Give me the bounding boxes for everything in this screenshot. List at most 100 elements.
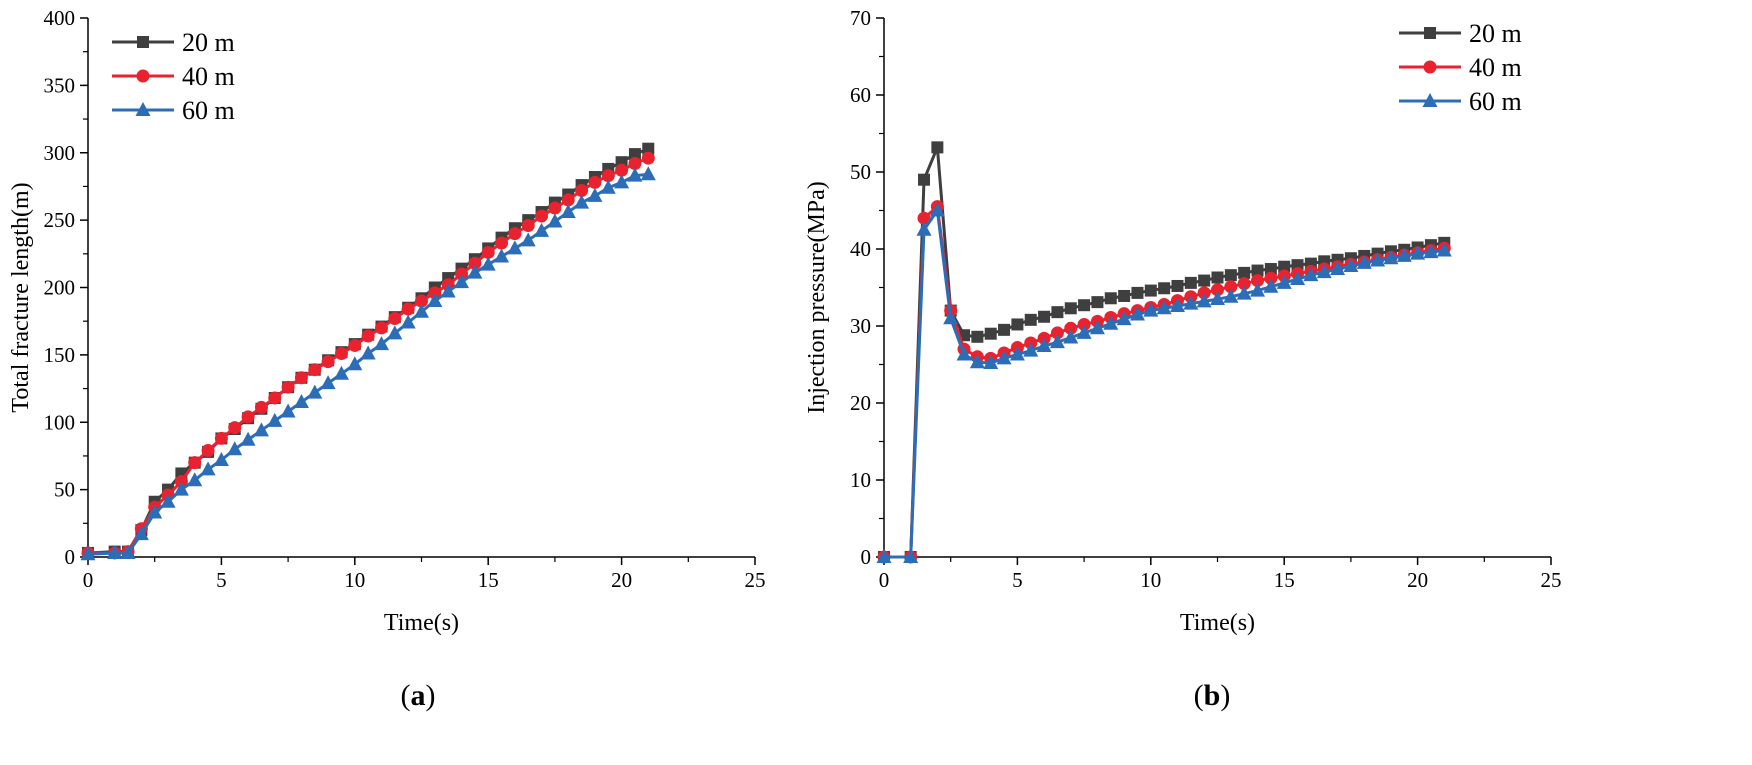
data-point: [307, 384, 323, 399]
data-point: [1238, 266, 1251, 279]
data-point: [1330, 261, 1346, 276]
data-point: [280, 403, 296, 418]
legend-label: 40 m: [182, 62, 235, 91]
data-point: [80, 546, 96, 561]
x-tick-label: 5: [1012, 568, 1023, 592]
data-point: [1303, 267, 1319, 282]
data-point: [918, 173, 931, 186]
data-point: [560, 204, 576, 219]
data-point: [628, 157, 642, 171]
data-point: [1251, 274, 1265, 288]
x-tick-label: 5: [216, 568, 227, 592]
data-point: [1423, 244, 1439, 259]
data-point: [147, 504, 163, 519]
data-point: [998, 323, 1011, 336]
data-point: [1183, 295, 1199, 310]
data-point: [1171, 279, 1184, 292]
data-point: [943, 310, 959, 325]
data-point: [574, 194, 590, 209]
y-tick-label: 350: [44, 73, 76, 97]
data-point: [1049, 334, 1065, 349]
data-point: [1091, 296, 1104, 309]
data-point: [1116, 311, 1132, 326]
x-tick-label: 25: [1541, 568, 1562, 592]
data-point: [1184, 276, 1197, 289]
data-point: [1316, 264, 1332, 279]
data-point: [601, 169, 615, 183]
data-point: [174, 475, 188, 489]
data-point: [240, 431, 256, 446]
data-point: [931, 141, 944, 154]
legend-label: 60 m: [182, 96, 235, 125]
x-tick-label: 10: [1140, 568, 1161, 592]
data-point: [1236, 285, 1252, 300]
data-point: [641, 151, 655, 165]
data-point: [640, 166, 656, 181]
data-point: [1009, 346, 1025, 361]
x-tick-label: 15: [478, 568, 499, 592]
data-point: [494, 248, 510, 263]
data-point: [1024, 313, 1037, 326]
series-60-m: [80, 166, 656, 561]
data-point: [401, 302, 415, 316]
data-point: [1224, 280, 1238, 294]
data-point: [1198, 274, 1211, 287]
data-point: [293, 394, 309, 409]
data-point: [281, 380, 295, 394]
data-point: [1077, 317, 1091, 331]
data-point: [917, 211, 931, 225]
data-point: [1144, 284, 1157, 297]
data-point: [1076, 324, 1092, 339]
x-tick-label: 20: [611, 568, 632, 592]
legend-marker: [1423, 60, 1437, 74]
data-point: [294, 371, 308, 385]
data-point: [984, 327, 997, 340]
data-point: [387, 325, 403, 340]
y-tick-label: 40: [850, 237, 871, 261]
data-point: [1036, 338, 1052, 353]
data-point: [507, 240, 523, 255]
data-point: [1064, 321, 1078, 335]
legend-label: 20 m: [1469, 19, 1522, 48]
data-point: [133, 526, 149, 541]
data-point: [187, 472, 203, 487]
data-point: [876, 549, 892, 563]
data-point: [253, 422, 269, 437]
legend-item: 40 m: [1399, 53, 1522, 82]
x-axis-title: Time(s): [384, 610, 459, 636]
data-point: [228, 421, 242, 435]
data-point: [427, 292, 443, 307]
data-point: [521, 219, 535, 233]
data-point: [454, 274, 470, 289]
data-point: [267, 412, 283, 427]
legend-marker: [1424, 27, 1436, 39]
data-point: [1156, 300, 1172, 315]
data-point: [1104, 292, 1117, 305]
data-point: [1011, 318, 1024, 331]
data-point: [1050, 326, 1064, 340]
data-point: [1051, 306, 1064, 319]
legend-item: 60 m: [1399, 87, 1522, 116]
panel-label-close-paren: ): [1220, 679, 1230, 712]
data-point: [983, 354, 999, 369]
x-tick-label: 20: [1407, 568, 1428, 592]
data-point: [120, 544, 136, 559]
data-point: [1410, 245, 1426, 260]
data-point: [1064, 302, 1077, 315]
legend-label: 20 m: [182, 28, 235, 57]
data-point: [455, 267, 469, 281]
data-point: [213, 451, 229, 466]
data-point: [534, 222, 550, 237]
data-point: [1370, 252, 1386, 267]
data-point: [347, 356, 363, 371]
data-point: [467, 264, 483, 279]
data-point: [587, 187, 603, 202]
data-point: [614, 174, 630, 189]
data-point: [495, 236, 509, 250]
legend-label: 40 m: [1469, 53, 1522, 82]
legend-item: 40 m: [112, 62, 235, 91]
data-point: [1211, 271, 1224, 284]
y-tick-label: 0: [861, 545, 872, 569]
x-tick-label: 0: [879, 568, 890, 592]
legend: 20 m 40 m 60 m: [1399, 19, 1522, 116]
